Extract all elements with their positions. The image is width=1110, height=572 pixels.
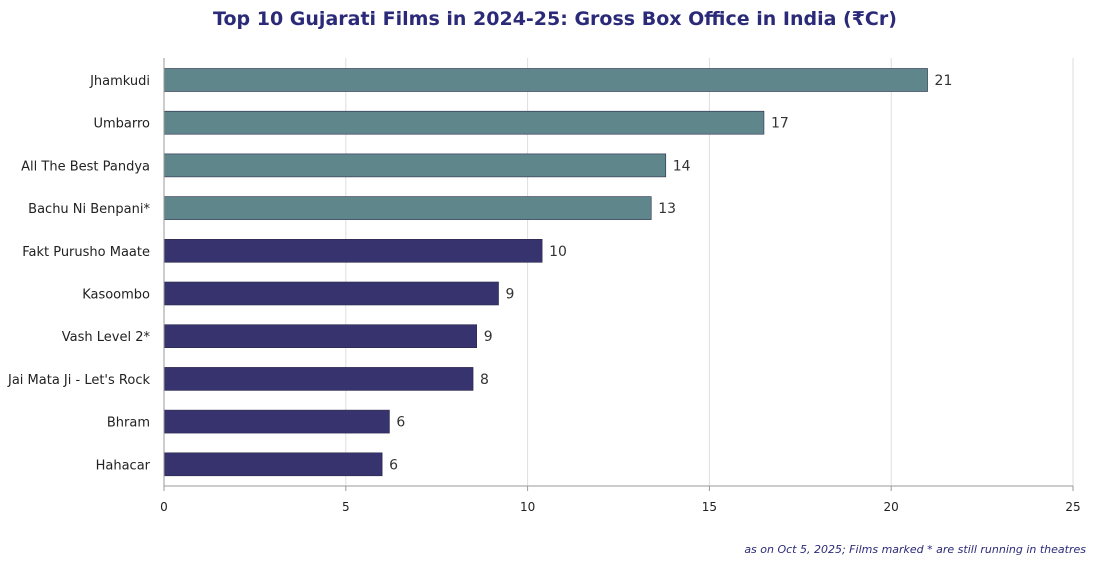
bar-1 bbox=[163, 110, 765, 135]
x-tick-label-25: 25 bbox=[1065, 500, 1080, 514]
chart-title: Top 10 Gujarati Films in 2024-25: Gross … bbox=[213, 8, 897, 30]
category-label-3: Bachu Ni Benpani* bbox=[28, 202, 150, 217]
value-label-6: 9 bbox=[484, 329, 493, 345]
labels: 21 Jhamkudi 17 Umbarro 14 All The Best Pandya… bbox=[7, 73, 952, 473]
x-tick-label-5: 5 bbox=[342, 500, 350, 514]
x-tick-label-20: 20 bbox=[884, 500, 899, 514]
category-label-7: Jai Mata Ji - Let's Rock bbox=[7, 373, 150, 388]
value-label-5: 9 bbox=[506, 287, 515, 303]
value-label-2: 14 bbox=[673, 158, 691, 174]
category-label-0: Jhamkudi bbox=[89, 74, 150, 89]
category-label-4: Fakt Purusho Maate bbox=[22, 245, 150, 260]
category-label-2: All The Best Pandya bbox=[21, 159, 150, 174]
bar-0 bbox=[163, 68, 928, 92]
bar-9 bbox=[163, 452, 383, 477]
category-label-6: Vash Level 2* bbox=[62, 330, 151, 345]
value-label-7: 8 bbox=[480, 372, 489, 388]
category-label-5: Kasoombo bbox=[82, 288, 150, 303]
category-label-1: Umbarro bbox=[93, 117, 150, 132]
bar-2 bbox=[163, 153, 667, 178]
bars bbox=[163, 68, 928, 477]
bar-4 bbox=[163, 239, 543, 263]
bar-8 bbox=[163, 409, 390, 434]
bar-3 bbox=[163, 196, 652, 220]
value-label-4: 10 bbox=[549, 244, 567, 260]
x-tick-label-0: 0 bbox=[160, 500, 168, 514]
value-label-8: 6 bbox=[396, 415, 405, 431]
x-axis: 0 5 10 15 20 25 bbox=[160, 58, 1081, 514]
category-label-9: Hahacar bbox=[96, 458, 151, 473]
bar-5 bbox=[163, 281, 499, 306]
x-tick-label-10: 10 bbox=[520, 500, 535, 514]
chart-footnote: as on Oct 5, 2025; Films marked * are st… bbox=[744, 543, 1086, 556]
bar-6 bbox=[163, 324, 477, 349]
value-label-3: 13 bbox=[658, 201, 676, 217]
category-label-8: Bhram bbox=[107, 416, 150, 431]
bar-7 bbox=[163, 367, 474, 391]
x-tick-label-15: 15 bbox=[702, 500, 717, 514]
value-label-1: 17 bbox=[771, 116, 789, 132]
value-label-9: 6 bbox=[389, 457, 398, 473]
value-label-0: 21 bbox=[935, 73, 953, 89]
